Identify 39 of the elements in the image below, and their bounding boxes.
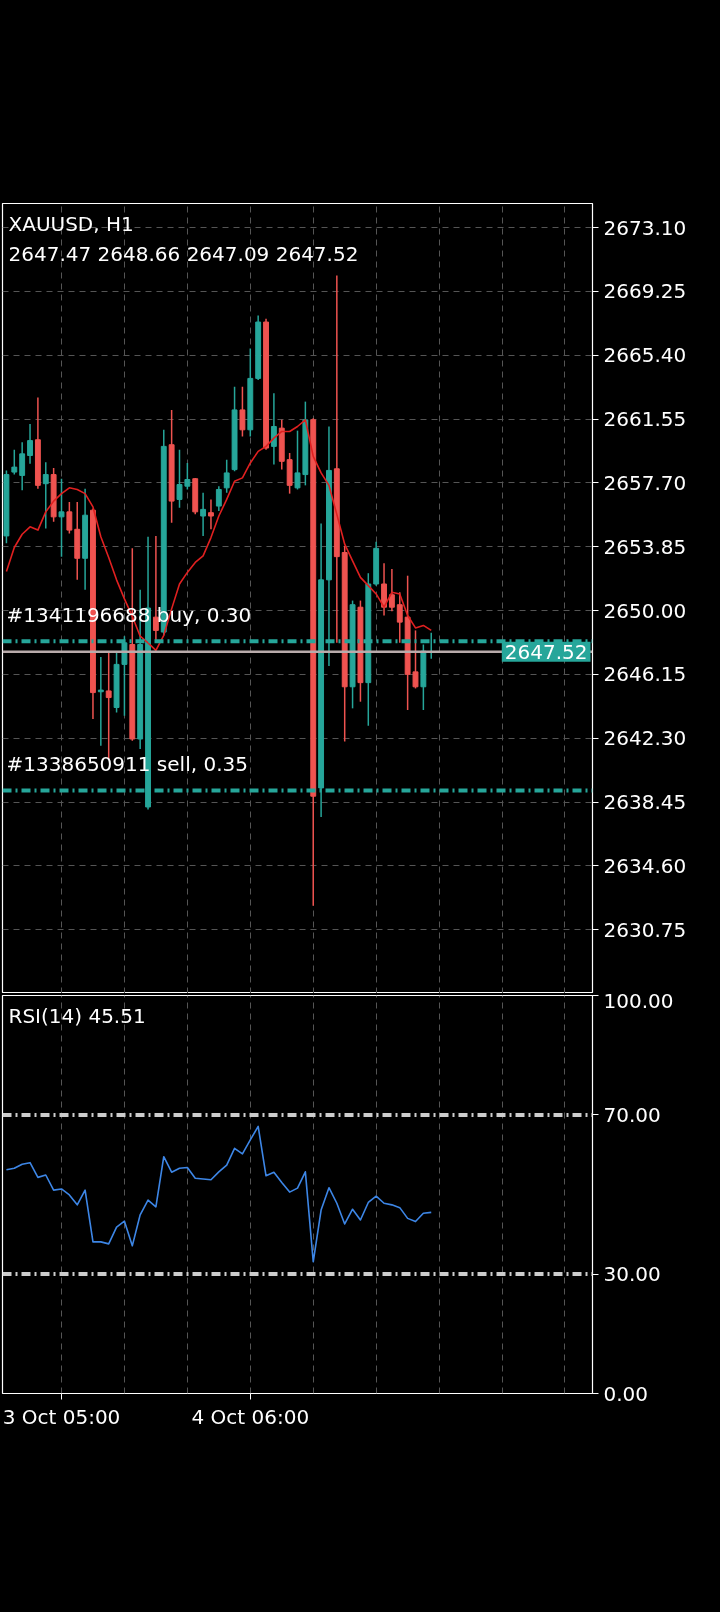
y-tick-label: 2653.85: [603, 534, 687, 559]
candlestick: [11, 448, 18, 476]
y-tick-label: 2669.25: [603, 279, 687, 304]
candlestick: [239, 385, 246, 438]
candlestick: [270, 392, 277, 466]
y-tick-label: 2673.10: [603, 215, 687, 240]
x-tick-label: 3 Oct 05:00: [2, 1404, 121, 1429]
y-tick-label: 100.00: [603, 988, 674, 1013]
x-tick-label: 4 Oct 06:00: [191, 1404, 310, 1429]
candlestick: [42, 461, 49, 530]
candlestick: [388, 568, 395, 613]
chart-title: RSI(14) 45.51: [8, 1003, 146, 1028]
y-tick-label: 2646.15: [603, 662, 687, 687]
candlestick: [215, 485, 222, 512]
candlestick: [27, 423, 33, 465]
y-tick-label: 70.00: [603, 1102, 661, 1127]
candlestick: [58, 477, 65, 558]
y-tick-label: 2650.00: [603, 598, 687, 623]
ref-line-label: 2647.52: [504, 639, 588, 664]
candlestick: [381, 562, 387, 617]
y-tick-label: 0.00: [603, 1381, 649, 1406]
candlestick: [19, 441, 26, 492]
candlestick: [223, 458, 230, 494]
candlestick: [396, 591, 403, 644]
text: 2647.47 2648.66 2647.09 2647.52: [8, 241, 359, 266]
y-tick-label: 2661.55: [603, 407, 687, 432]
candlestick: [66, 501, 73, 535]
candlestick: [200, 492, 207, 537]
y-tick-label: 2642.30: [603, 726, 687, 751]
y-tick-label: 2634.60: [603, 853, 687, 878]
chart-title: XAUUSD, H1: [8, 211, 134, 236]
candlestick: [208, 498, 214, 531]
y-tick-label: 2630.75: [603, 917, 687, 942]
y-tick-label: 2665.40: [603, 343, 687, 368]
y-tick-label: 2657.70: [603, 470, 687, 495]
line-series: [5, 419, 433, 652]
candlestick: [97, 656, 104, 747]
y-tick-label: 30.00: [603, 1262, 661, 1287]
y-tick-label: 2638.45: [603, 790, 687, 815]
